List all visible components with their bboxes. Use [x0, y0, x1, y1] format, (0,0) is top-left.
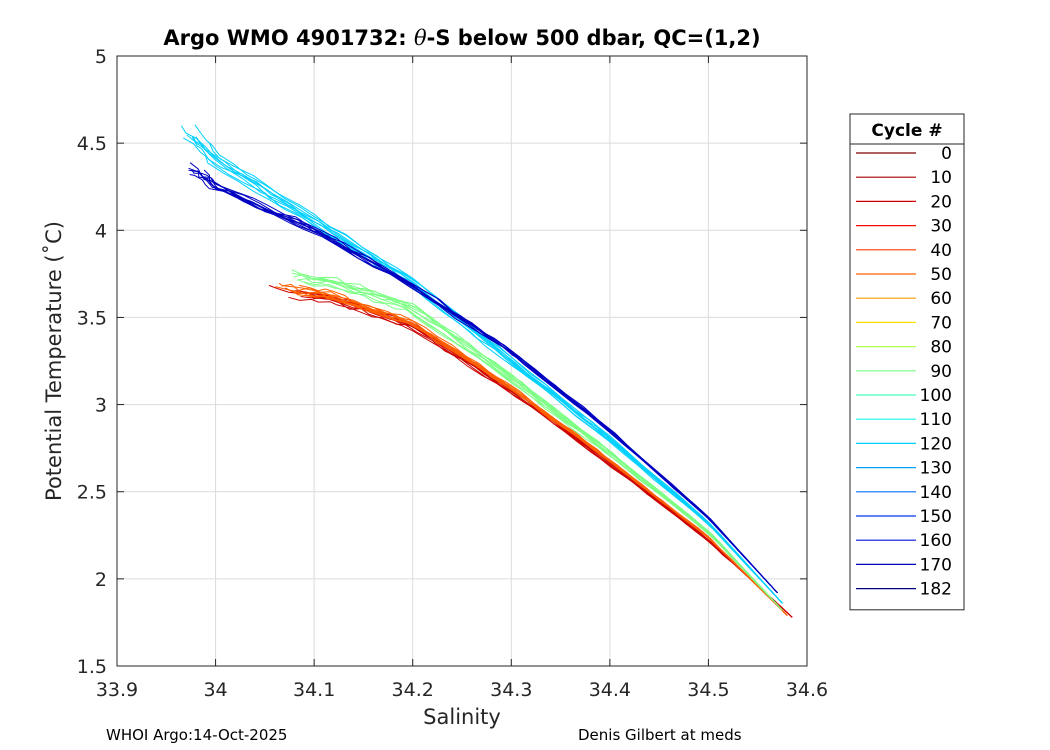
theta-s-profile-line	[192, 135, 783, 604]
chart-title: Argo WMO 4901732: θ-S below 500 dbar, QC…	[117, 26, 807, 50]
legend-entry-label: 140	[920, 483, 952, 503]
x-tick-label: 34.4	[589, 679, 631, 701]
y-tick-label: 3	[95, 395, 107, 417]
x-tick-label: 34	[203, 679, 227, 701]
footer-left: WHOI Argo:14-Oct-2025	[106, 726, 288, 744]
y-tick-label: 4.5	[77, 133, 107, 155]
legend-entry-label: 80	[930, 338, 952, 358]
legend-entry-label: 160	[920, 531, 952, 551]
legend-entry-label: 0	[941, 144, 952, 164]
legend-title: Cycle #	[871, 121, 942, 141]
x-tick-label: 34.3	[490, 679, 532, 701]
y-tick-label: 2	[95, 569, 107, 591]
legend-entry-label: 10	[930, 168, 952, 188]
chart-title-suffix: -S below 500 dbar, QC=(1,2)	[426, 26, 761, 50]
legend-entry-label: 40	[930, 241, 952, 261]
y-tick-label: 2.5	[77, 482, 107, 504]
legend-entry-label: 70	[930, 313, 952, 333]
legend-entry-label: 120	[920, 434, 952, 454]
legend-entry-label: 20	[930, 192, 952, 212]
theta-s-profile-line	[208, 142, 783, 604]
legend-entry-label: 100	[920, 386, 952, 406]
plot-area	[117, 56, 807, 666]
legend-entry-label: 182	[920, 580, 952, 600]
legend-entry-label: 90	[930, 362, 952, 382]
legend-entry-label: 110	[920, 410, 952, 430]
legend-entry-label: 170	[920, 555, 952, 575]
x-axis-label: Salinity	[423, 705, 501, 729]
y-tick-label: 3.5	[77, 307, 107, 329]
x-tick-label: 33.9	[96, 679, 138, 701]
legend-entry-label: 30	[930, 217, 952, 237]
y-axis-label: Potential Temperature (˚C)	[42, 221, 66, 501]
chart-title-theta: θ	[413, 26, 427, 50]
x-tick-label: 34.1	[293, 679, 335, 701]
theta-s-profile-line	[291, 269, 783, 611]
legend-box	[849, 113, 965, 611]
x-tick-label: 34.6	[786, 679, 828, 701]
legend-entry-label: 50	[930, 265, 952, 285]
theta-s-profile-line	[281, 283, 788, 616]
chart-title-prefix: Argo WMO 4901732:	[163, 26, 414, 50]
theta-s-profile-line	[297, 278, 783, 611]
x-tick-label: 34.5	[687, 679, 729, 701]
y-tick-label: 5	[95, 46, 107, 68]
axes-box	[116, 55, 808, 667]
theta-s-profile-line	[211, 185, 778, 594]
legend-entry-label: 130	[920, 459, 952, 479]
y-tick-label: 4	[95, 220, 107, 242]
theta-s-profile-line	[205, 156, 783, 604]
theta-s-profile-line	[293, 274, 783, 611]
legend-entry-label: 60	[930, 289, 952, 309]
footer-right: Denis Gilbert at meds	[578, 726, 742, 744]
x-tick-label: 34.2	[392, 679, 434, 701]
y-tick-label: 1.5	[77, 656, 107, 678]
legend-entry-label: 150	[920, 507, 952, 527]
